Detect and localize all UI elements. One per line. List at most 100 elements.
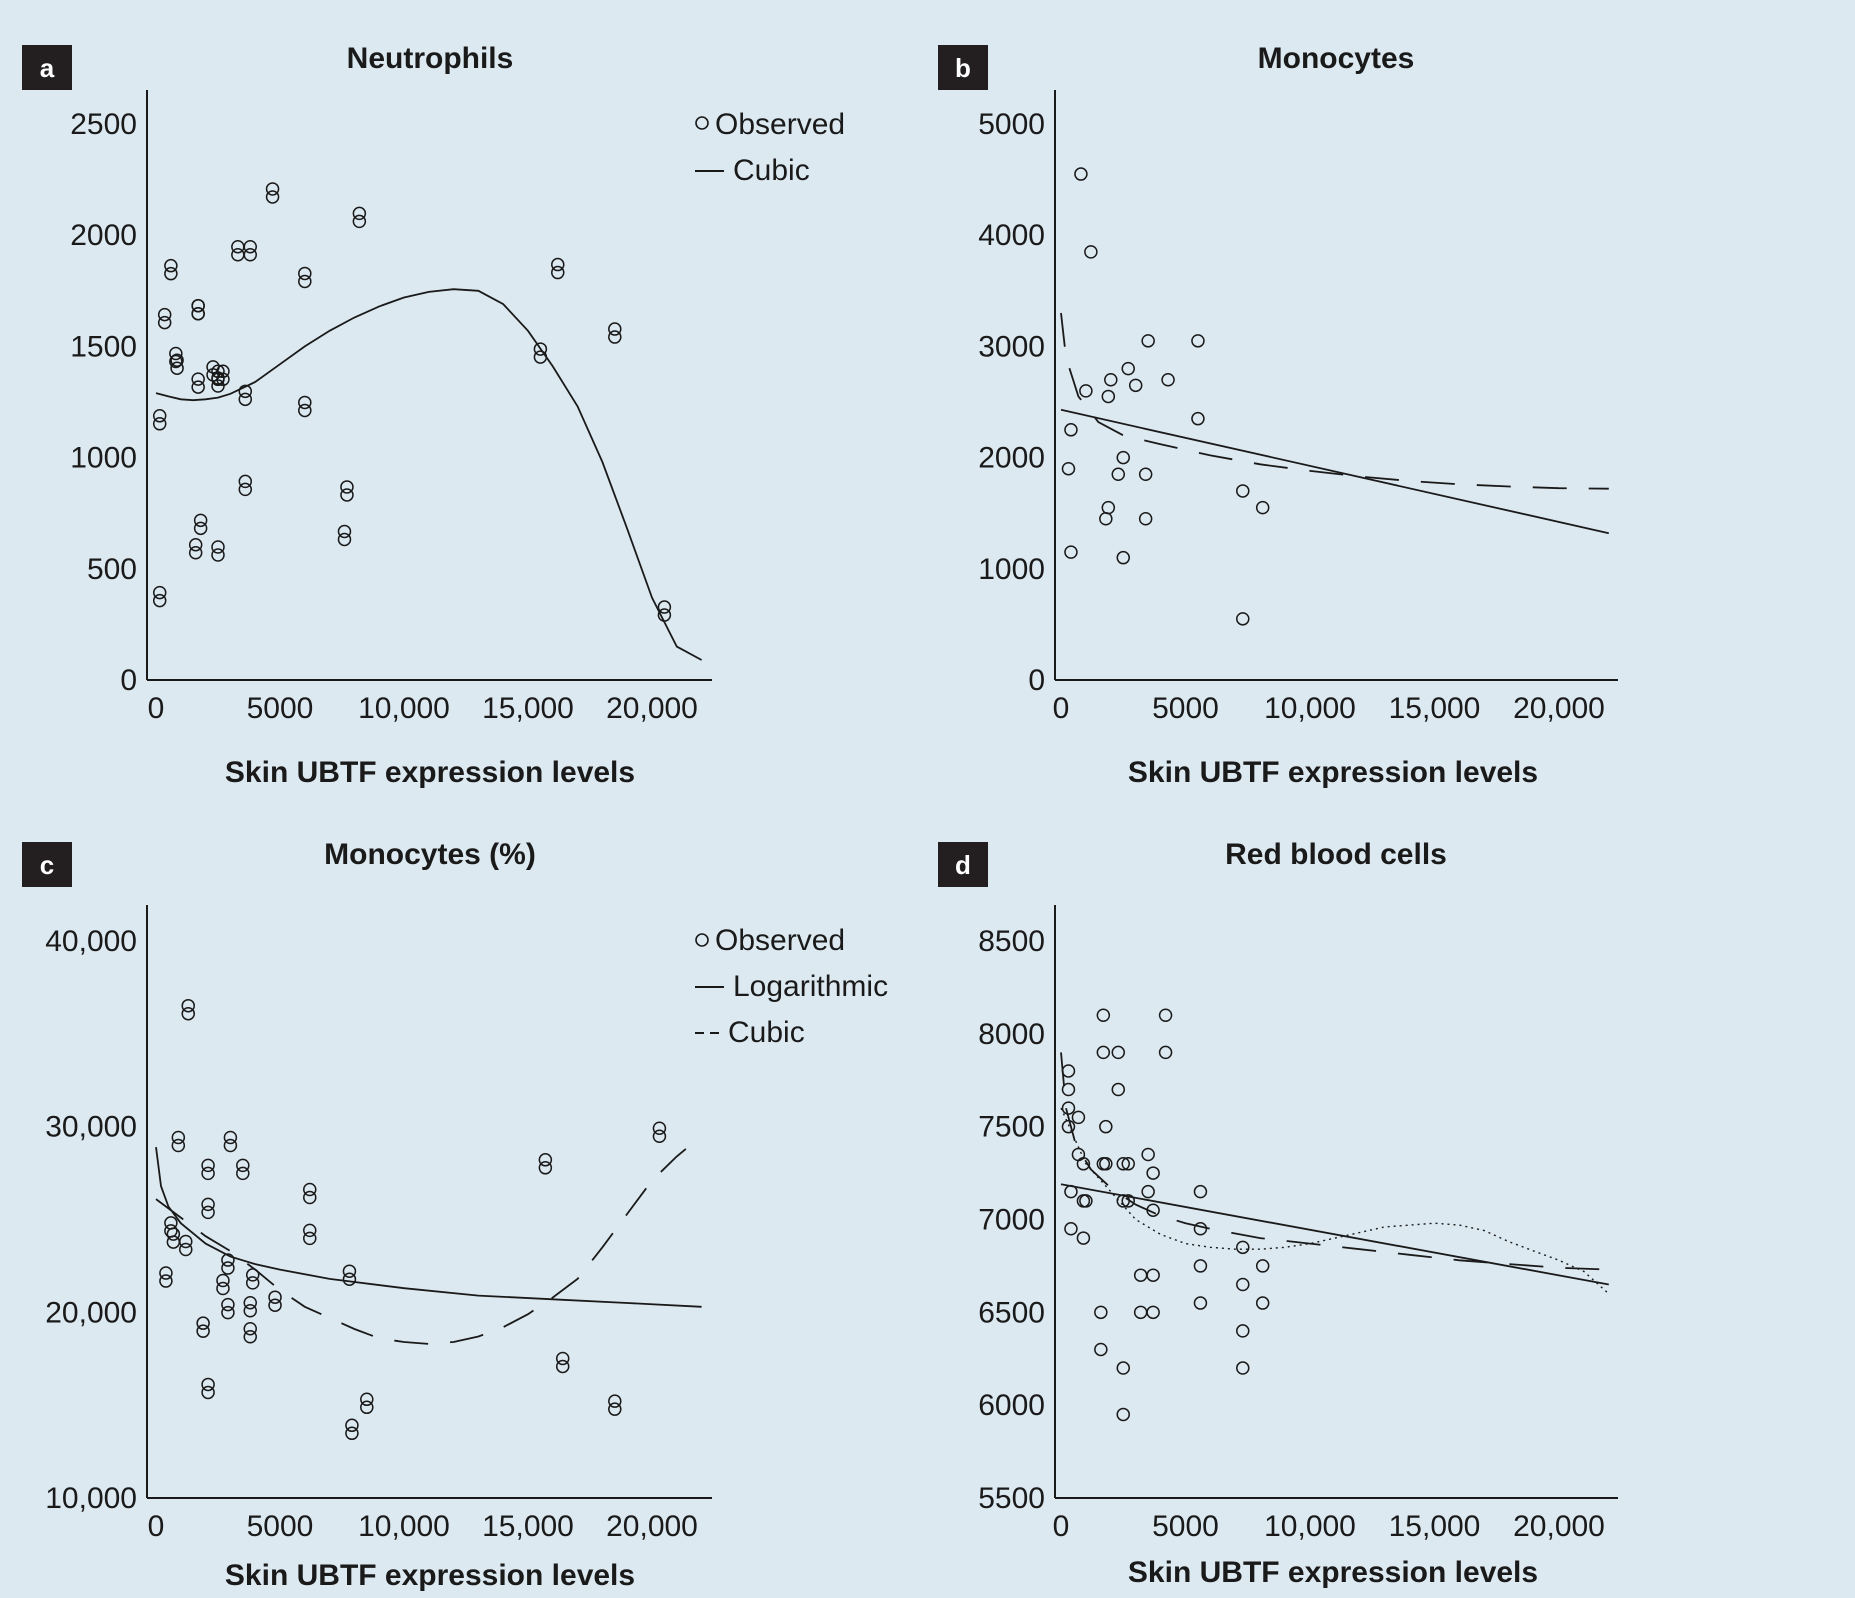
data-point-ring-upper xyxy=(170,353,184,367)
data-point xyxy=(298,395,312,418)
series-line-cubic xyxy=(155,288,703,661)
data-point xyxy=(243,1322,257,1344)
data-point-ring-lower xyxy=(191,306,205,321)
data-point-ring-upper xyxy=(211,540,225,554)
series-line-solid xyxy=(1060,1183,1609,1286)
data-point xyxy=(1191,334,1205,348)
panel-b-plot: 0 1000 2000 3000 4000 5000 0 5000 10,000 15,000 20… xyxy=(978,90,1618,725)
data-point xyxy=(159,1266,173,1288)
panel-a-title: Neutrophils xyxy=(347,42,514,75)
y-tick-label: 6000 xyxy=(978,1389,1045,1422)
data-point-ring-lower xyxy=(265,190,280,204)
data-point-ring-lower xyxy=(538,1161,553,1175)
data-point xyxy=(221,1253,235,1275)
data-point xyxy=(1141,334,1155,348)
data-point-ring-lower xyxy=(238,482,253,497)
x-tick-label: 15,000 xyxy=(482,692,574,725)
data-point xyxy=(1146,1305,1160,1320)
data-point-ring-upper xyxy=(555,1351,570,1366)
data-point xyxy=(1096,1008,1111,1023)
data-point-ring-lower xyxy=(652,1129,667,1143)
data-point-ring-upper xyxy=(196,1316,210,1330)
data-point xyxy=(1064,423,1078,437)
data-point xyxy=(265,182,280,204)
x-tick-label: 5000 xyxy=(247,1510,314,1543)
data-point-ring-lower xyxy=(243,1330,257,1344)
data-point xyxy=(1061,1101,1076,1115)
data-point-ring-upper xyxy=(223,1130,238,1145)
data-point xyxy=(201,1377,215,1400)
y-tick-label: 2000 xyxy=(70,219,137,252)
data-point-ring-upper xyxy=(352,206,367,221)
data-point xyxy=(1146,1166,1160,1180)
x-tick-label: 0 xyxy=(148,1510,165,1543)
data-point-ring-lower xyxy=(170,361,184,375)
panel-b-tag-box xyxy=(938,45,988,90)
data-point xyxy=(1074,167,1088,181)
data-point xyxy=(1121,1157,1135,1171)
data-point xyxy=(236,1158,250,1181)
legend-observed-marker xyxy=(695,933,709,947)
data-point xyxy=(164,258,178,281)
data-point-ring-upper xyxy=(166,1227,181,1241)
data-point xyxy=(1096,1045,1111,1060)
data-point xyxy=(196,1316,210,1338)
data-point-ring-upper xyxy=(201,1377,215,1392)
data-point-ring-lower xyxy=(211,548,225,562)
data-point-ring-lower xyxy=(216,372,230,387)
data-point xyxy=(1076,1231,1091,1245)
y-tick-label: 3000 xyxy=(978,330,1045,363)
data-point xyxy=(1236,612,1250,626)
data-point xyxy=(1099,1157,1113,1171)
data-point-ring-upper xyxy=(608,322,622,336)
data-point xyxy=(243,1296,257,1318)
data-point-ring-lower xyxy=(236,1166,250,1181)
panel-c-plot: 10,000 20,000 30,000 40,000 0 5000 10,000 15,00… xyxy=(45,905,712,1543)
series-line-dashed xyxy=(1060,1052,1609,1271)
x-tick-label: 15,000 xyxy=(482,1510,574,1543)
x-tick-label: 20,000 xyxy=(606,692,698,725)
panel-c-tag: c xyxy=(40,850,54,880)
data-point-ring-lower xyxy=(221,1305,235,1320)
data-point xyxy=(1191,411,1205,426)
data-point-ring-lower xyxy=(216,1281,230,1296)
data-point-ring-upper xyxy=(551,257,565,272)
data-point-ring-lower xyxy=(196,1324,210,1338)
data-point-ring-upper xyxy=(181,998,195,1013)
x-tick-label: 0 xyxy=(1053,692,1070,725)
panel-d: d Red blood cells Skin UBTF expression l… xyxy=(938,838,1618,1589)
data-point-ring-lower xyxy=(303,1190,317,1205)
data-point xyxy=(152,409,167,431)
data-point-ring-lower xyxy=(551,265,565,280)
data-point-ring-upper xyxy=(216,1273,230,1288)
data-point xyxy=(1255,1259,1270,1273)
data-point-ring-upper xyxy=(303,1182,317,1197)
data-point xyxy=(1146,1268,1160,1282)
y-tick-label: 20,000 xyxy=(45,1296,137,1329)
data-point xyxy=(345,1418,359,1441)
panel-c-legend: Observed Logarithmic Cubic xyxy=(695,924,888,1049)
data-point xyxy=(337,524,352,547)
panel-d-tag: d xyxy=(955,850,971,880)
y-tick-label: 30,000 xyxy=(45,1111,137,1144)
data-point xyxy=(352,206,367,229)
data-point-ring-lower xyxy=(298,403,312,418)
data-point-ring-upper xyxy=(171,1130,186,1145)
y-tick-label: 7000 xyxy=(978,1204,1045,1237)
y-tick-label: 4000 xyxy=(978,219,1045,252)
data-point xyxy=(1141,1184,1155,1199)
series-line-solid xyxy=(1060,408,1609,535)
data-point xyxy=(169,346,183,369)
data-point-ring-upper xyxy=(243,240,257,254)
data-point xyxy=(1094,1342,1108,1357)
legend-observed-label: Observed xyxy=(715,924,845,957)
data-point xyxy=(1193,1184,1208,1199)
data-point-ring-lower xyxy=(221,1261,235,1275)
y-tick-label: 1000 xyxy=(70,442,137,475)
data-point xyxy=(1071,1110,1086,1125)
data-point xyxy=(1064,1222,1078,1236)
data-point-ring-lower xyxy=(298,274,312,289)
data-point xyxy=(188,538,203,560)
data-point xyxy=(221,1297,235,1320)
